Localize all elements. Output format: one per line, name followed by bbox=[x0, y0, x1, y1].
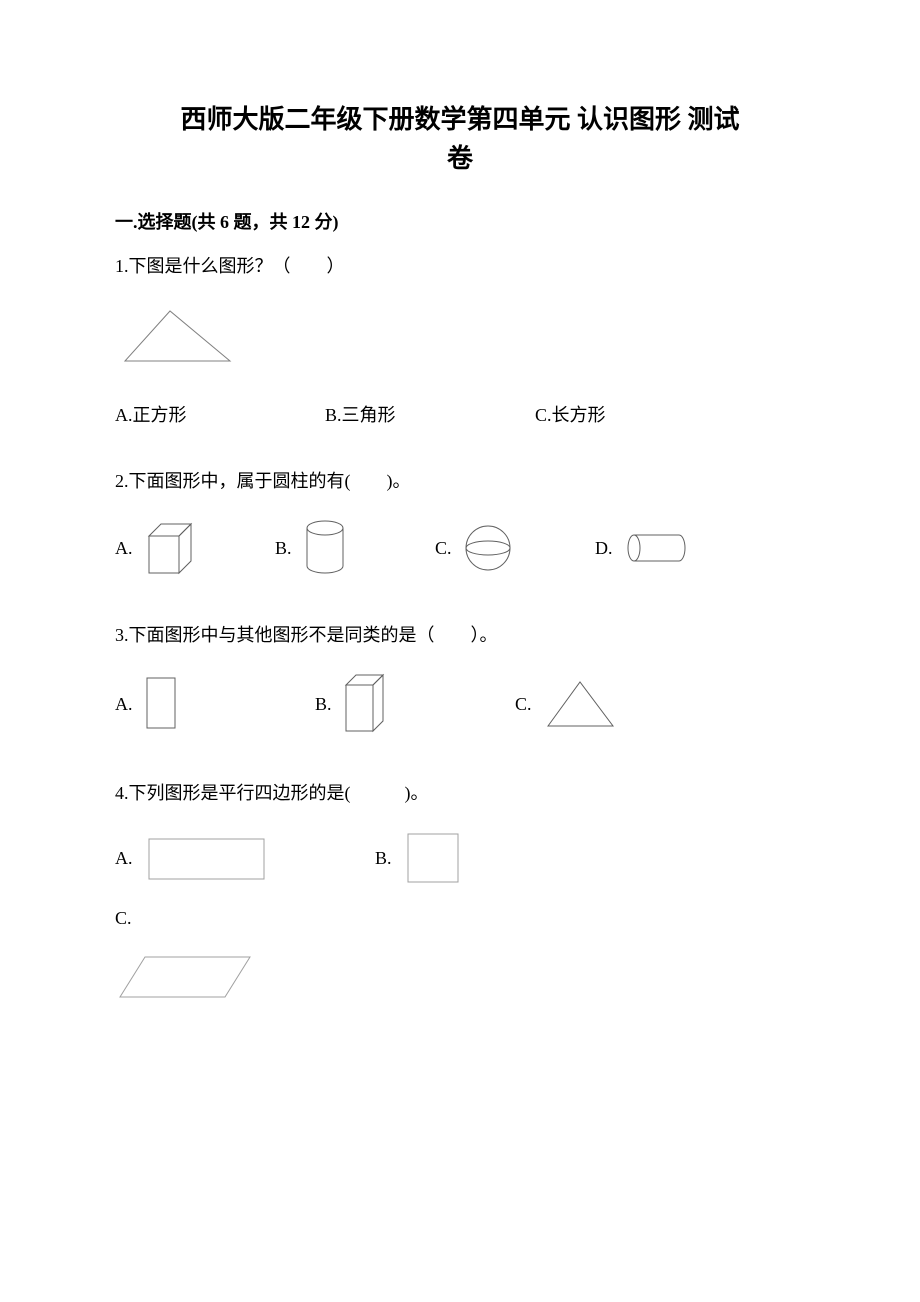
q3-opt-c-label: C. bbox=[515, 694, 532, 715]
q2-opt-a-label: A. bbox=[115, 538, 133, 559]
q4-text: 4.下列图形是平行四边形的是( )。 bbox=[115, 779, 805, 808]
q4-opt-a-label: A. bbox=[115, 848, 133, 869]
triangle-outline-icon bbox=[538, 674, 623, 734]
cuboid-icon bbox=[338, 669, 403, 739]
q4-opt-b-label: B. bbox=[375, 848, 392, 869]
q1-options: A.正方形 B.三角形 C.长方形 bbox=[115, 401, 805, 427]
q4-opt-a: A. bbox=[115, 831, 375, 886]
q2-text: 2.下面图形中，属于圆柱的有( )。 bbox=[115, 467, 805, 496]
q1-opt-a-label: A.正方形 bbox=[115, 401, 187, 427]
q3-opt-a: A. bbox=[115, 672, 315, 737]
rectangle-outline-icon bbox=[139, 672, 189, 737]
q4-options: A. B. C. bbox=[115, 828, 805, 1004]
q2-opt-d-label: D. bbox=[595, 538, 613, 559]
q3-opt-b: B. bbox=[315, 669, 515, 739]
q1-figure bbox=[115, 301, 805, 371]
q2-opt-b-label: B. bbox=[275, 538, 292, 559]
q2-opt-d: D. bbox=[595, 526, 755, 571]
q3-options: A. B. C. bbox=[115, 669, 805, 739]
section-header: 一.选择题(共 6 题，共 12 分) bbox=[115, 208, 805, 234]
parallelogram-icon bbox=[115, 949, 265, 1004]
cylinder-vertical-icon bbox=[298, 516, 353, 581]
page-title: 西师大版二年级下册数学第四单元 认识图形 测试 卷 bbox=[115, 100, 805, 178]
rectangle-wide-icon bbox=[139, 831, 279, 886]
q3-text: 3.下面图形中与其他图形不是同类的是（ ）。 bbox=[115, 621, 805, 650]
q2-opt-c: C. bbox=[435, 518, 595, 578]
q4-opt-c-label: C. bbox=[115, 908, 132, 929]
q3-opt-c: C. bbox=[515, 674, 715, 734]
q1-opt-c-label: C.长方形 bbox=[535, 401, 606, 427]
q2-options: A. B. C. D. bbox=[115, 516, 805, 581]
triangle-figure bbox=[115, 301, 240, 371]
q3-opt-a-label: A. bbox=[115, 694, 133, 715]
square-icon bbox=[398, 828, 473, 888]
q1-opt-b-label: B.三角形 bbox=[325, 401, 396, 427]
q2-opt-a: A. bbox=[115, 518, 275, 578]
q2-opt-b: B. bbox=[275, 516, 435, 581]
cube-icon bbox=[139, 518, 209, 578]
q1-text: 1.下图是什么图形？（ ） bbox=[115, 252, 805, 281]
cylinder-horizontal-icon bbox=[619, 526, 699, 571]
title-line-2: 卷 bbox=[447, 144, 473, 173]
sphere-icon bbox=[458, 518, 518, 578]
q4-opt-c-figure-row bbox=[115, 949, 805, 1004]
title-line-1: 西师大版二年级下册数学第四单元 认识图形 测试 bbox=[180, 105, 739, 134]
q1-opt-c: C.长方形 bbox=[535, 401, 745, 427]
q4-opt-c: C. bbox=[115, 908, 375, 929]
q4-opt-b: B. bbox=[375, 828, 635, 888]
q1-opt-b: B.三角形 bbox=[325, 401, 535, 427]
q3-opt-b-label: B. bbox=[315, 694, 332, 715]
q1-opt-a: A.正方形 bbox=[115, 401, 325, 427]
q2-opt-c-label: C. bbox=[435, 538, 452, 559]
